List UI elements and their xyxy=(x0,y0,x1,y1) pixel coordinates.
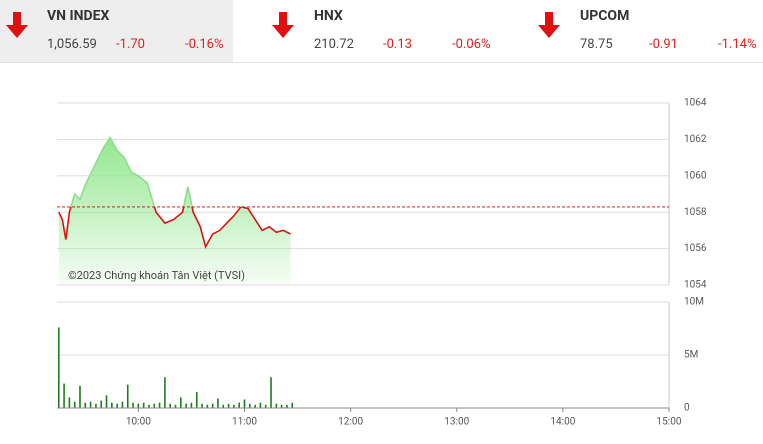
index-value: 210.72 xyxy=(314,37,354,52)
index-name: VN INDEX xyxy=(47,8,110,24)
index-card[interactable]: VN INDEX 1,056.59 -1.70 -0.16% xyxy=(0,0,233,62)
volume-bar xyxy=(275,403,278,408)
volume-bar xyxy=(190,402,193,408)
volume-bar xyxy=(148,404,150,408)
volume-bar xyxy=(211,403,214,408)
volume-bar xyxy=(79,385,81,408)
index-change: -0.13 xyxy=(383,37,412,52)
volume-bar xyxy=(84,402,87,408)
volume-bar xyxy=(158,402,161,408)
volume-bar xyxy=(185,403,187,408)
volume-bar xyxy=(180,397,182,408)
volume-bar xyxy=(169,403,172,408)
divider xyxy=(0,62,763,63)
volume-bar xyxy=(73,401,76,408)
x-tick-label: 11:00 xyxy=(232,417,257,428)
volume-bar xyxy=(206,404,209,408)
volume-bar xyxy=(270,377,272,408)
index-card[interactable]: UPCOM 78.75 -0.91 -1.14% xyxy=(533,0,763,62)
x-tick-label: 12:00 xyxy=(338,417,363,428)
down-arrow xyxy=(538,12,560,38)
down-arrow xyxy=(272,12,294,38)
y-tick-label: 1056 xyxy=(684,243,707,254)
y-tick-label: 1064 xyxy=(684,98,707,109)
x-tick-label: 10:00 xyxy=(126,417,151,428)
volume-bar xyxy=(126,384,129,408)
volume-bar xyxy=(233,404,235,408)
index-change: -0.91 xyxy=(649,37,678,52)
index-name: UPCOM xyxy=(580,8,630,24)
volume-bar xyxy=(248,403,251,408)
volume-bar xyxy=(195,392,198,408)
volume-bar xyxy=(201,403,203,408)
index-value: 1,056.59 xyxy=(47,37,97,52)
x-tick-label: 13:00 xyxy=(444,417,469,428)
y-tick-label: 10M xyxy=(684,297,704,308)
volume-bar xyxy=(254,404,256,408)
index-value: 78.75 xyxy=(580,37,613,52)
price-area xyxy=(58,137,291,285)
volume-bar xyxy=(286,404,288,408)
index-percent: -0.16% xyxy=(185,37,224,52)
index-card[interactable]: HNX 210.72 -0.13 -0.06% xyxy=(267,0,517,62)
volume-bar xyxy=(116,403,118,408)
x-tick-label: 15:00 xyxy=(657,417,682,428)
volume-bar xyxy=(132,402,134,408)
volume-bar xyxy=(137,403,140,408)
index-name: HNX xyxy=(314,8,343,24)
volume-bar xyxy=(153,403,156,408)
y-tick-label: 0 xyxy=(684,403,690,414)
volume-bar xyxy=(57,327,60,408)
index-percent: -0.06% xyxy=(452,37,491,52)
volume-bar xyxy=(105,395,108,408)
y-tick-label: 5M xyxy=(684,350,698,361)
volume-bar xyxy=(264,404,267,408)
volume-bar xyxy=(111,402,113,408)
volume-bar xyxy=(291,402,294,408)
y-tick-label: 1058 xyxy=(684,207,707,218)
volume-bar xyxy=(63,383,65,408)
volume-bar xyxy=(227,403,230,408)
volume-bar xyxy=(280,404,283,408)
volume-bar xyxy=(121,401,124,408)
y-tick-label: 1060 xyxy=(684,170,707,181)
down-arrow xyxy=(6,12,28,38)
volume-bar xyxy=(164,377,166,408)
x-tick-label: 14:00 xyxy=(550,417,575,428)
volume-bar xyxy=(238,402,240,408)
y-tick-label: 1054 xyxy=(684,280,707,291)
index-percent: -1.14% xyxy=(718,37,757,52)
volume-bar xyxy=(100,400,103,408)
volume-bar xyxy=(174,404,177,408)
volume-bar xyxy=(89,401,92,408)
volume-bar xyxy=(243,399,246,408)
volume-bar xyxy=(259,402,262,408)
price-line xyxy=(58,136,291,249)
volume-bar xyxy=(217,398,219,408)
watermark: ©2023 Chứng khoán Tân Việt (TVSI) xyxy=(68,269,245,282)
volume-bar xyxy=(222,404,225,408)
volume-bar xyxy=(95,403,97,408)
index-change: -1.70 xyxy=(116,37,145,52)
volume-bar xyxy=(68,397,71,408)
volume-bar xyxy=(142,402,145,408)
y-tick-label: 1062 xyxy=(684,134,707,145)
